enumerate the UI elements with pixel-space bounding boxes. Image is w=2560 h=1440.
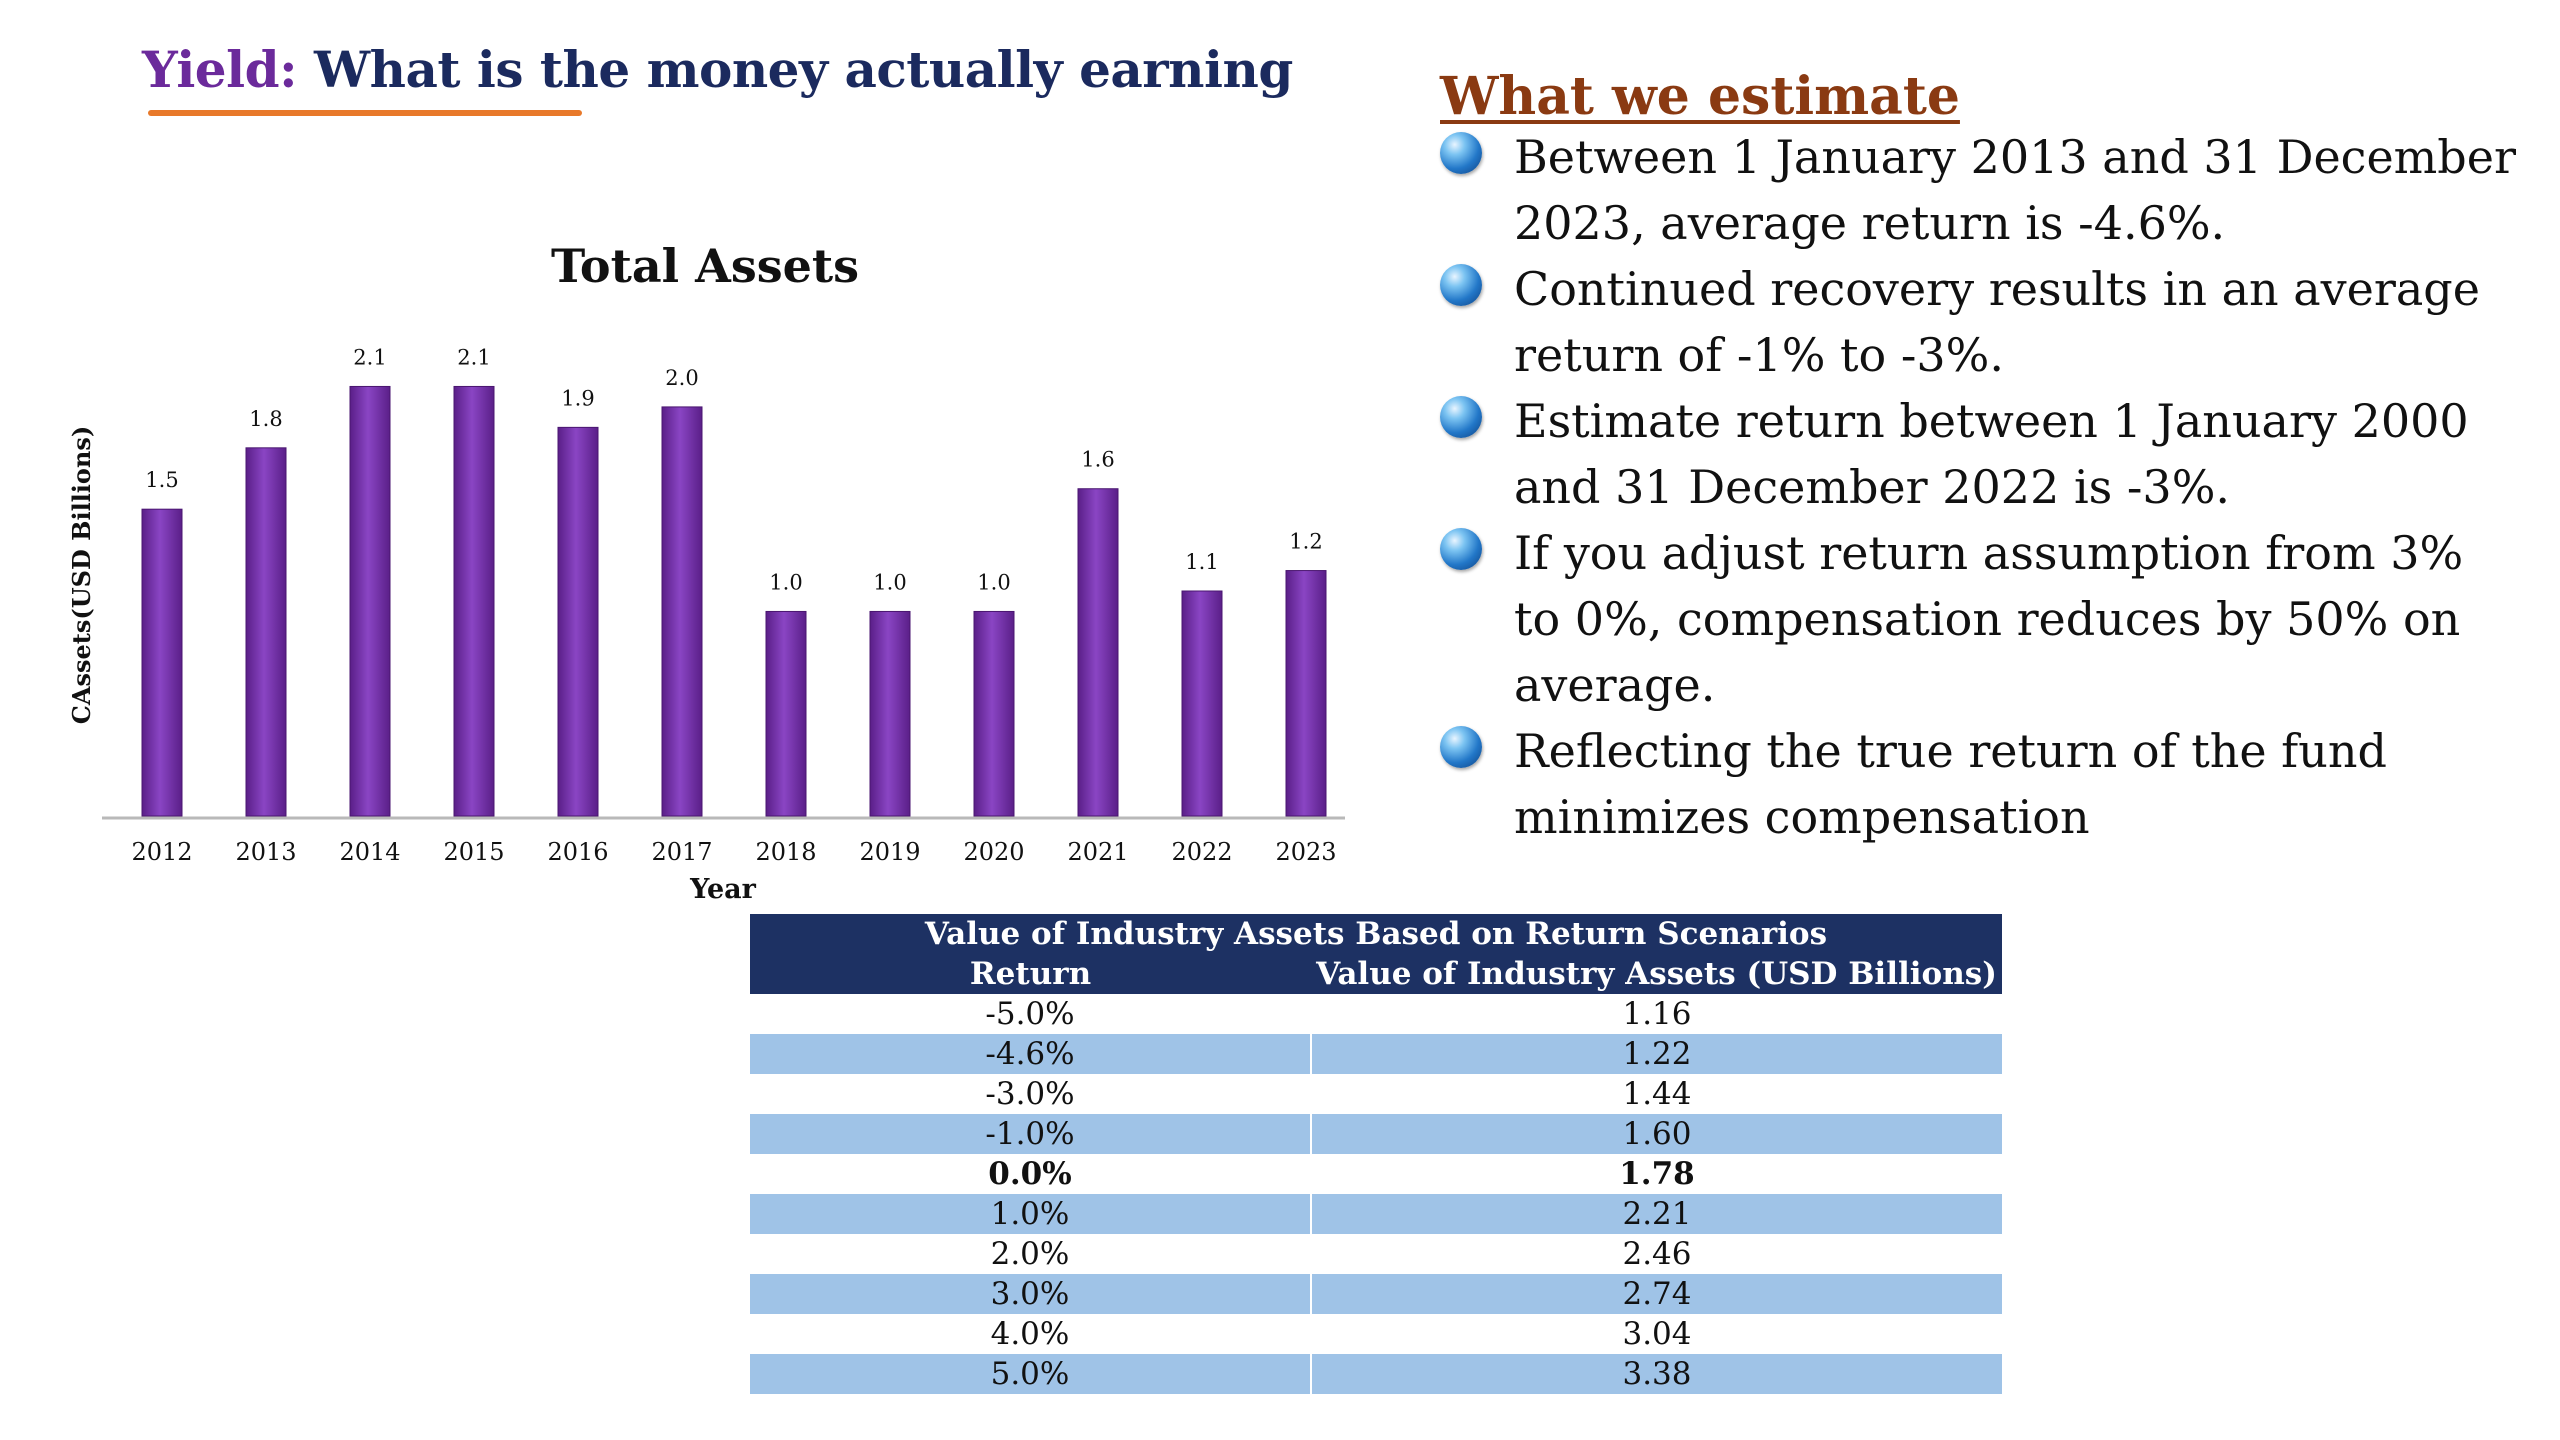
estimate-bullet: Between 1 January 2013 and 31 December 2… bbox=[1440, 124, 2520, 256]
table-row: 2.0% 2.46 bbox=[750, 1234, 2002, 1274]
data-label-2017: 2.0 bbox=[665, 366, 698, 390]
data-label-2018: 1.0 bbox=[769, 570, 802, 594]
table-row: -5.0% 1.16 bbox=[750, 994, 2002, 1034]
total-assets-chart: Total Assets CAssets(USD Billions) Year … bbox=[67, 239, 1345, 905]
return-cell: 1.0% bbox=[750, 1194, 1312, 1234]
return-cell: 4.0% bbox=[750, 1314, 1312, 1354]
x-tick-2018: 2018 bbox=[755, 838, 816, 866]
data-label-2020: 1.0 bbox=[977, 570, 1010, 594]
data-label-2013: 1.8 bbox=[249, 407, 282, 431]
data-label-2023: 1.2 bbox=[1289, 530, 1322, 554]
column-header-value: Value of Industry Assets (USD Billions) bbox=[1311, 954, 2002, 994]
estimate-bullet: Reflecting the true return of the fund m… bbox=[1440, 718, 2520, 850]
bar-2020 bbox=[973, 610, 1015, 817]
table-row: 1.0% 2.21 bbox=[750, 1194, 2002, 1234]
bar-2013 bbox=[245, 447, 287, 817]
bar-2022 bbox=[1181, 590, 1223, 817]
table-row: -3.0% 1.44 bbox=[750, 1074, 2002, 1114]
bar-2019 bbox=[869, 610, 911, 817]
estimate-text: If you adjust return assumption from 3% … bbox=[1514, 526, 2464, 712]
bar-2021 bbox=[1077, 488, 1119, 817]
value-cell: 2.21 bbox=[1311, 1194, 2002, 1234]
x-tick-2015: 2015 bbox=[443, 838, 504, 866]
bar-2015 bbox=[453, 385, 495, 817]
column-header-return: Return bbox=[750, 954, 1311, 994]
x-axis-label: Year bbox=[689, 874, 757, 905]
return-cell: 5.0% bbox=[750, 1354, 1312, 1394]
page-title: Yield: What is the money actually earnin… bbox=[142, 40, 1293, 99]
value-cell: 3.04 bbox=[1622, 1316, 1692, 1352]
return-scenarios-table: Value of Industry Assets Based on Return… bbox=[750, 914, 2002, 1394]
data-label-2012: 1.5 bbox=[145, 468, 178, 492]
x-tick-2022: 2022 bbox=[1171, 838, 1232, 866]
value-cell: 3.38 bbox=[1311, 1354, 2002, 1394]
value-cell: 1.22 bbox=[1311, 1034, 2002, 1074]
table-row: -1.0% 1.60 bbox=[750, 1114, 2002, 1154]
estimate-bullet: Estimate return between 1 January 2000 a… bbox=[1440, 388, 2520, 520]
table-row: 3.0% 2.74 bbox=[750, 1274, 2002, 1314]
x-tick-2012: 2012 bbox=[131, 838, 192, 866]
x-tick-2014: 2014 bbox=[339, 838, 400, 866]
x-tick-2016: 2016 bbox=[547, 838, 608, 866]
data-label-2015: 2.1 bbox=[457, 345, 490, 369]
bullet-sphere-icon bbox=[1440, 264, 1482, 306]
bar-2016 bbox=[557, 426, 599, 817]
x-tick-2019: 2019 bbox=[859, 838, 920, 866]
data-label-2022: 1.1 bbox=[1185, 550, 1218, 574]
return-cell: -3.0% bbox=[750, 1074, 1312, 1114]
x-tick-2023: 2023 bbox=[1275, 838, 1336, 866]
return-cell: 3.0% bbox=[750, 1274, 1312, 1314]
table-row: -4.6% 1.22 bbox=[750, 1034, 2002, 1074]
estimate-text: Between 1 January 2013 and 31 December 2… bbox=[1514, 130, 2516, 250]
data-label-2016: 1.9 bbox=[561, 386, 594, 410]
bar-2023 bbox=[1285, 570, 1327, 817]
bullet-sphere-icon bbox=[1440, 396, 1482, 438]
value-cell: 2.46 bbox=[1622, 1236, 1692, 1272]
return-cell: -5.0% bbox=[750, 994, 1312, 1034]
estimate-text: Reflecting the true return of the fund m… bbox=[1514, 724, 2387, 844]
bullet-sphere-icon bbox=[1440, 528, 1482, 570]
x-tick-2017: 2017 bbox=[651, 838, 712, 866]
data-label-2019: 1.0 bbox=[873, 570, 906, 594]
y-axis-label: CAssets(USD Billions) bbox=[67, 426, 96, 724]
estimate-text: Estimate return between 1 January 2000 a… bbox=[1514, 394, 2469, 514]
bullet-sphere-icon bbox=[1440, 132, 1482, 174]
table-row: 4.0% 3.04 bbox=[750, 1314, 2002, 1354]
x-tick-2013: 2013 bbox=[235, 838, 296, 866]
estimate-text: Continued recovery results in an average… bbox=[1514, 262, 2480, 382]
title-underline bbox=[148, 110, 582, 116]
table-row: 5.0% 3.38 bbox=[750, 1354, 2002, 1394]
return-cell: 0.0% bbox=[750, 1154, 1312, 1194]
estimate-bullet: If you adjust return assumption from 3% … bbox=[1440, 520, 2520, 718]
table-row: 0.0% 1.78 bbox=[750, 1154, 2002, 1194]
title-rest: What is the money actually earning bbox=[297, 40, 1293, 99]
value-cell: 1.60 bbox=[1311, 1114, 2002, 1154]
chart-title: Total Assets bbox=[551, 239, 859, 293]
table-title: Value of Industry Assets Based on Return… bbox=[750, 914, 2002, 954]
return-cell: -4.6% bbox=[750, 1034, 1312, 1074]
estimate-bullet: Continued recovery results in an average… bbox=[1440, 256, 2520, 388]
value-cell: 1.44 bbox=[1622, 1076, 1692, 1112]
bar-2014 bbox=[349, 385, 391, 817]
value-cell: 1.78 bbox=[1619, 1156, 1695, 1192]
bar-2017 bbox=[661, 406, 703, 817]
value-cell: 1.16 bbox=[1622, 996, 1692, 1032]
data-label-2021: 1.6 bbox=[1081, 448, 1114, 472]
x-tick-2020: 2020 bbox=[963, 838, 1024, 866]
estimates-heading: What we estimate bbox=[1440, 66, 1960, 127]
bullet-sphere-icon bbox=[1440, 726, 1482, 768]
estimates-list: Between 1 January 2013 and 31 December 2… bbox=[1440, 124, 2520, 850]
title-accent: Yield: bbox=[142, 40, 298, 99]
x-tick-2021: 2021 bbox=[1067, 838, 1128, 866]
return-cell: -1.0% bbox=[750, 1114, 1312, 1154]
value-cell: 2.74 bbox=[1311, 1274, 2002, 1314]
bar-2018 bbox=[765, 610, 807, 817]
bar-2012 bbox=[141, 508, 183, 817]
return-cell: 2.0% bbox=[750, 1234, 1312, 1274]
data-label-2014: 2.1 bbox=[353, 345, 386, 369]
